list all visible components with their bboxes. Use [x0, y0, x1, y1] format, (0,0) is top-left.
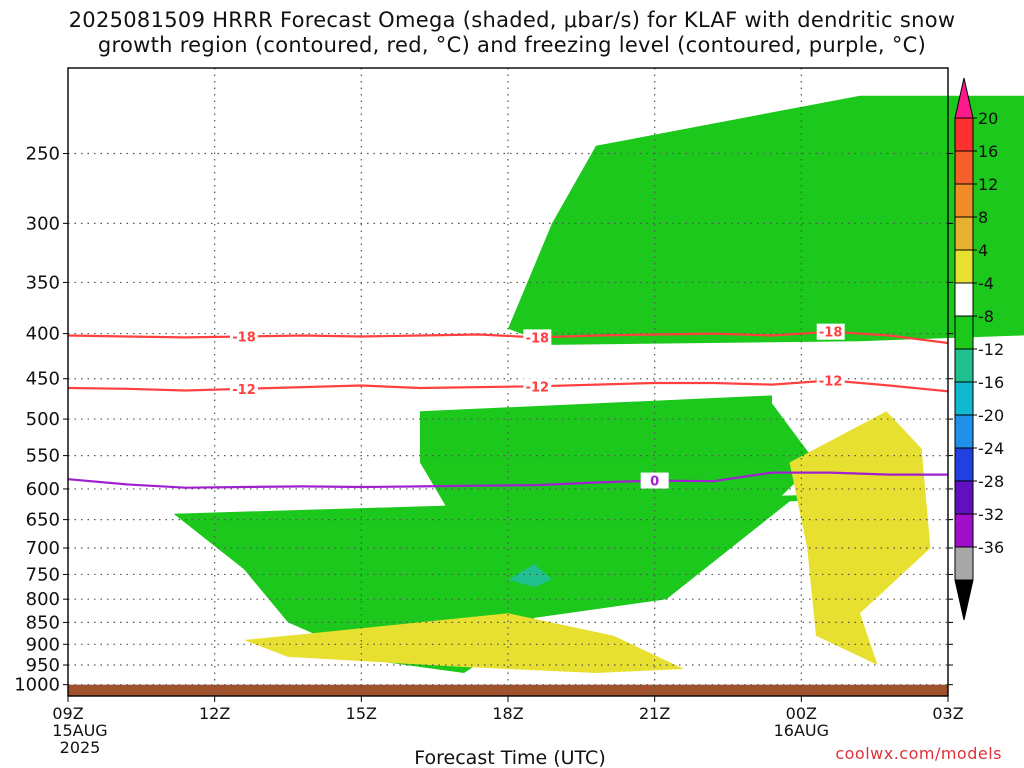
x-tick-label-12Z: 12Z: [199, 704, 230, 723]
y-tick-label-500: 500: [26, 409, 60, 430]
contour-label--12: -12: [819, 374, 843, 389]
colorbar-label-4: 4: [978, 241, 988, 260]
colorbar-swatch: [954, 216, 974, 251]
colorbar-swatch: [954, 381, 974, 416]
colorbar-swatch: [954, 513, 974, 548]
credit-text: coolwx.com/models: [835, 744, 1002, 763]
y-tick-label-600: 600: [26, 479, 60, 500]
axes: 2503003504004505005506006507007508008509…: [14, 67, 964, 757]
y-tick-label-350: 350: [26, 272, 60, 293]
y-tick-label-450: 450: [26, 369, 60, 390]
contour-label--18: -18: [819, 326, 843, 341]
contour-label-bg: [523, 329, 552, 346]
colorbar-label-12: 12: [978, 175, 998, 194]
colorbar-label--16: -16: [978, 373, 1004, 392]
y-tick-label-300: 300: [26, 213, 60, 234]
y-tick-label-750: 750: [26, 564, 60, 585]
contour-label-bg: [816, 323, 845, 340]
colorbar-label-16: 16: [978, 142, 998, 161]
omega-shaded-region-5: [508, 564, 552, 587]
colorbar-label--36: -36: [978, 538, 1004, 557]
x-axis-label: Forecast Time (UTC): [414, 747, 605, 768]
contour-label-bg: [640, 472, 669, 489]
x-tick-label-21Z: 21Z: [639, 704, 670, 723]
colorbar-label--12: -12: [978, 340, 1004, 359]
y-tick-label-400: 400: [26, 324, 60, 345]
contour-line--18: [67, 330, 949, 345]
y-tick-label-950: 950: [26, 655, 60, 676]
colorbar-label--20: -20: [978, 406, 1004, 425]
x-tick-sublabel: 2025: [60, 738, 101, 757]
colorbar-label--8: -8: [978, 307, 994, 326]
x-tick-label-09Z: 09Z: [52, 704, 83, 723]
contour-label--12: -12: [232, 383, 256, 398]
chart-title-line2: growth region (contoured, red, °C) and f…: [97, 33, 927, 57]
colorbar-swatch: [954, 348, 974, 383]
colorbar-swatch: [954, 117, 974, 152]
y-tick-label-800: 800: [26, 589, 60, 610]
colorbar-swatch: [954, 150, 974, 185]
ground-layer: [68, 684, 948, 696]
x-tick-sublabel: 16AUG: [774, 721, 829, 740]
omega-shaded-region-0: [508, 95, 1024, 345]
colorbar-label--32: -32: [978, 505, 1004, 524]
contour-line-0: [67, 471, 948, 489]
contour-label-0: 0: [650, 475, 659, 490]
colorbar-swatch: [954, 282, 974, 317]
colorbar-label-20: 20: [978, 109, 998, 128]
x-tick-label-00Z: 00Z: [786, 704, 817, 723]
colorbar-label--4: -4: [978, 274, 994, 293]
omega-shaded-region-7: [789, 411, 931, 665]
contour-label-bg: [230, 380, 258, 397]
colorbar-swatch: [954, 315, 974, 350]
x-tick-label-18Z: 18Z: [492, 704, 523, 723]
omega-shaded-region-4: [481, 519, 649, 595]
y-tick-label-700: 700: [26, 538, 60, 559]
chart-title-line1: 2025081509 HRRR Forecast Omega (shaded, …: [68, 8, 956, 32]
colorbar-label--28: -28: [978, 472, 1004, 491]
plot-area: [68, 68, 1024, 696]
y-tick-label-900: 900: [26, 634, 60, 655]
contour-layer: -18 -18 -18 -12 -12 -12 0: [67, 323, 949, 490]
contour-label--18: -18: [232, 330, 256, 345]
y-tick-label-250: 250: [26, 143, 60, 164]
y-tick-label-1000: 1000: [14, 675, 60, 696]
colorbar-label--24: -24: [978, 439, 1004, 458]
colorbar-swatch: [954, 447, 974, 482]
colorbar-swatch: [954, 480, 974, 515]
colorbar-label-8: 8: [978, 208, 988, 227]
colorbar-swatch: [954, 546, 974, 581]
y-tick-label-550: 550: [26, 446, 60, 467]
colorbar-bottom-arrow: [954, 579, 974, 621]
y-tick-label-650: 650: [26, 510, 60, 531]
colorbar-swatch: [954, 414, 974, 449]
y-tick-label-850: 850: [26, 612, 60, 633]
contour-label--18: -18: [526, 331, 550, 346]
x-tick-sublabel: 15AUG: [52, 721, 107, 740]
x-tick-label-15Z: 15Z: [346, 704, 377, 723]
contour-label-bg: [816, 372, 845, 389]
contour-label-bg: [230, 328, 258, 345]
colorbar: 20 16 12 8 4 -4 -8 -12 -16 -20 -24 -28 -32 -36: [954, 77, 1004, 621]
omega-shaded-region-6: [244, 613, 684, 673]
contour-label-bg: [523, 378, 552, 395]
colorbar-swatch: [954, 183, 974, 218]
x-tick-label-03Z: 03Z: [932, 704, 963, 723]
colorbar-swatch: [954, 249, 974, 284]
contour-line--12: [67, 379, 949, 393]
contour-label--12: -12: [526, 380, 550, 395]
